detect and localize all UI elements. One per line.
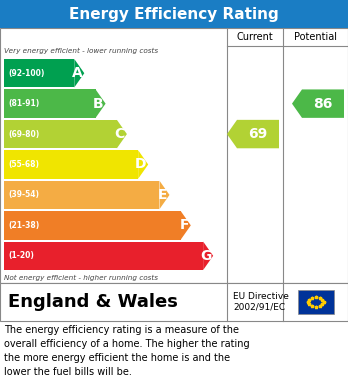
Bar	[4, 181, 159, 209]
Text: EU Directive
2002/91/EC: EU Directive 2002/91/EC	[233, 292, 289, 312]
Text: (1-20): (1-20)	[8, 251, 34, 260]
Bar	[4, 242, 203, 270]
Polygon shape	[292, 90, 344, 118]
Text: Not energy efficient - higher running costs: Not energy efficient - higher running co…	[4, 275, 158, 281]
Text: G: G	[200, 249, 211, 263]
Text: Potential: Potential	[294, 32, 337, 42]
Text: (39-54): (39-54)	[8, 190, 39, 199]
Polygon shape	[181, 211, 191, 240]
Text: (55-68): (55-68)	[8, 160, 39, 169]
Bar	[0, 283, 348, 321]
Bar	[4, 120, 117, 148]
Text: (81-91): (81-91)	[8, 99, 39, 108]
Bar	[0, 28, 348, 283]
Text: (21-38): (21-38)	[8, 221, 39, 230]
Text: F: F	[179, 218, 189, 232]
Text: E: E	[158, 188, 167, 202]
Text: C: C	[114, 127, 125, 141]
Polygon shape	[74, 59, 84, 88]
Text: (69-80): (69-80)	[8, 129, 39, 138]
Text: 69: 69	[248, 127, 268, 141]
Polygon shape	[227, 120, 279, 148]
Text: 86: 86	[313, 97, 333, 111]
Polygon shape	[117, 120, 127, 148]
Bar	[4, 59, 74, 88]
Text: D: D	[135, 158, 146, 172]
Bar	[0, 0, 348, 28]
Text: England & Wales: England & Wales	[8, 293, 178, 311]
Bar	[4, 211, 181, 240]
Text: Current: Current	[237, 32, 274, 42]
Polygon shape	[159, 181, 169, 209]
Polygon shape	[138, 150, 148, 179]
Text: The energy efficiency rating is a measure of the
overall efficiency of a home. T: The energy efficiency rating is a measur…	[4, 325, 250, 377]
Text: B: B	[93, 97, 104, 111]
Text: Very energy efficient - lower running costs: Very energy efficient - lower running co…	[4, 48, 158, 54]
Bar	[298, 290, 333, 314]
Text: Energy Efficiency Rating: Energy Efficiency Rating	[69, 7, 279, 22]
Text: A: A	[72, 66, 82, 80]
Bar	[4, 150, 138, 179]
Polygon shape	[203, 242, 213, 270]
Polygon shape	[96, 90, 105, 118]
Bar	[4, 90, 96, 118]
Text: (92-100): (92-100)	[8, 69, 45, 78]
